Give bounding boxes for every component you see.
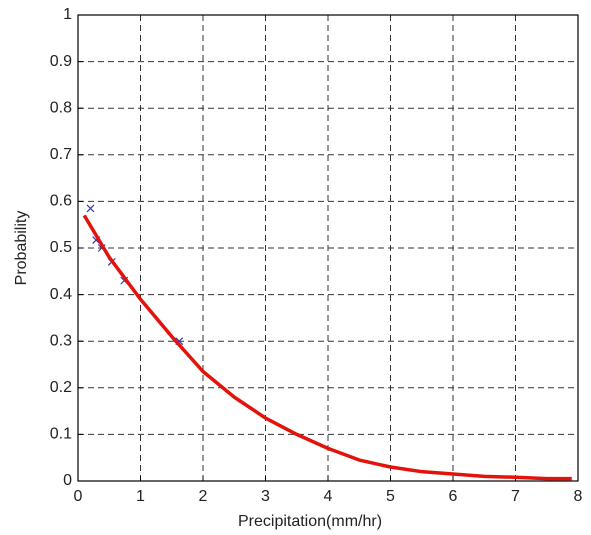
y-tick-label: 0.8	[50, 99, 72, 116]
y-tick-label: 0.9	[50, 53, 72, 70]
plot-frame	[77, 14, 579, 482]
curve	[82, 214, 572, 481]
x-tick-label: 5	[386, 488, 395, 505]
y-axis-label: Probability	[13, 211, 30, 286]
y-tick-label: 0.5	[50, 239, 72, 256]
x-tick-label: 8	[574, 488, 583, 505]
x-tick-label: 2	[199, 488, 208, 505]
x-tick-label: 7	[511, 488, 520, 505]
x-axis-label: Precipitation(mm/hr)	[238, 513, 382, 530]
y-tick-label: 0.1	[50, 426, 72, 443]
y-tick-label: 0.7	[50, 146, 72, 163]
y-tick-label: 0.4	[50, 286, 72, 303]
y-tick-label: 1	[63, 6, 72, 23]
x-tick-label: 3	[261, 488, 270, 505]
x-tick-label: 1	[136, 488, 145, 505]
x-tick-label: 0	[74, 488, 83, 505]
x-tick-label: 6	[449, 488, 458, 505]
y-tick-label: 0.3	[50, 332, 72, 349]
x-tick-label: 4	[324, 488, 333, 505]
marker	[86, 204, 95, 213]
y-tick-label: 0.2	[50, 379, 72, 396]
y-tick-label: 0.6	[50, 193, 72, 210]
y-tick-label: 0	[63, 472, 72, 489]
